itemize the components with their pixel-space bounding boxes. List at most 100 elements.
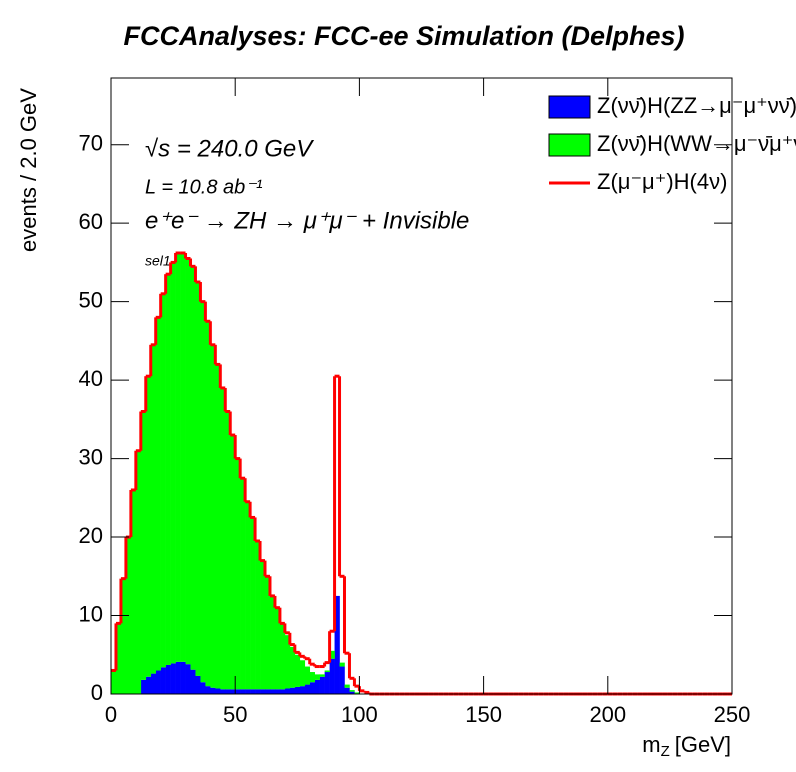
x-label-symbol: m: [642, 732, 660, 757]
bar: [195, 675, 201, 694]
bar: [269, 595, 276, 690]
bar: [130, 489, 137, 694]
bar: [245, 501, 251, 690]
bar: [210, 687, 216, 694]
bar: [165, 664, 171, 694]
bar: [220, 689, 226, 694]
bar: [255, 540, 261, 690]
y-axis-label: events / 2.0 GeV: [16, 88, 41, 252]
bar: [215, 688, 221, 694]
bar: [324, 672, 330, 694]
bar: [289, 646, 296, 688]
legend-label: Z(νν̄)H(WW→μ⁻ν̄μ⁺ν): [597, 131, 796, 156]
bar: [175, 661, 181, 694]
bar: [260, 560, 266, 690]
legend-swatch: [548, 133, 591, 157]
bar: [145, 676, 152, 694]
bar: [180, 661, 186, 694]
y-tick-label: 0: [91, 680, 103, 705]
y-tick-label: 60: [79, 209, 103, 234]
bar: [309, 672, 315, 683]
bar: [155, 670, 161, 694]
y-tick-label: 50: [79, 287, 103, 312]
annotation: sel1: [145, 253, 171, 269]
bar: [354, 692, 360, 694]
bar: [111, 670, 117, 694]
bar: [269, 689, 276, 694]
y-tick-label: 10: [79, 601, 103, 626]
legend-swatch: [548, 95, 591, 119]
bar: [314, 679, 320, 694]
bar: [185, 664, 191, 694]
bar: [260, 689, 266, 694]
x-tick-label: 50: [223, 702, 247, 727]
bar: [344, 687, 350, 694]
bar: [135, 450, 142, 694]
bar: [304, 684, 311, 694]
bar: [319, 676, 325, 694]
bar: [225, 411, 231, 690]
x-tick-label: 250: [714, 702, 751, 727]
bar: [170, 663, 176, 694]
bar: [349, 690, 355, 692]
bar: [265, 576, 271, 690]
x-tick-label: 100: [341, 702, 378, 727]
bar: [250, 517, 256, 690]
bar: [155, 317, 161, 671]
bar: [205, 686, 211, 694]
bar: [140, 411, 147, 680]
x-tick-label: 0: [105, 702, 117, 727]
bar: [339, 666, 345, 694]
x-tick-label: 200: [589, 702, 626, 727]
bar: [304, 666, 311, 685]
bar: [279, 689, 286, 694]
bar: [165, 274, 171, 665]
bar: [334, 595, 340, 694]
bar: [299, 686, 306, 694]
bar: [180, 252, 186, 662]
bar: [170, 262, 176, 664]
bar: [329, 658, 335, 694]
annotation: L = 10.8 ab⁻¹: [145, 176, 263, 198]
bar: [150, 344, 157, 674]
bar: [145, 376, 152, 677]
bar: [115, 623, 122, 694]
bar: [309, 682, 315, 694]
bar: [250, 689, 256, 694]
bar: [289, 687, 296, 694]
bar: [324, 670, 330, 673]
bar: [240, 478, 246, 690]
bar: [190, 669, 196, 694]
legend-label: Z(νν̄)H(ZZ→μ⁻μ⁺νν̄): [597, 93, 796, 118]
bar: [319, 674, 325, 677]
bar: [339, 662, 345, 667]
bar: [220, 387, 226, 690]
x-label-subscript: Z: [661, 743, 670, 760]
x-tick-label: 150: [465, 702, 502, 727]
bar: [185, 258, 191, 665]
bar: [215, 364, 221, 689]
bar: [200, 682, 206, 694]
bar: [314, 674, 320, 680]
y-tick-label: 20: [79, 523, 103, 548]
bar: [329, 650, 335, 659]
bar: [265, 689, 271, 694]
x-axis-label: mZ [GeV]: [642, 732, 731, 760]
annotation: e⁺e⁻ → ZH → μ⁺μ⁻ + Invisible: [145, 207, 469, 234]
bar: [230, 689, 236, 694]
y-tick-label: 30: [79, 444, 103, 469]
bar: [284, 635, 291, 689]
bar: [195, 282, 201, 676]
y-tick-label: 70: [79, 131, 103, 156]
bar: [235, 458, 241, 690]
chart-title: FCCAnalyses: FCC-ee Simulation (Delphes): [123, 21, 684, 51]
bar: [190, 266, 196, 670]
bar: [240, 689, 246, 694]
bar: [205, 321, 211, 687]
bar: [274, 607, 281, 690]
bar: [274, 689, 281, 694]
bar: [150, 673, 157, 694]
bar: [294, 654, 301, 687]
bar: [344, 684, 350, 688]
bar: [279, 623, 286, 690]
